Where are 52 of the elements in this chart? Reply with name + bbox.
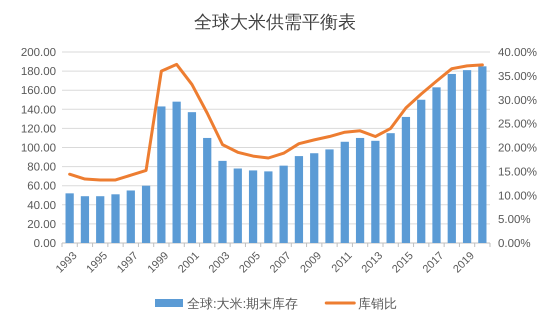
bar (172, 102, 181, 243)
y2-tick-label: 35.00% (498, 70, 538, 83)
bar (340, 142, 349, 243)
y2-tick-label: 30.00% (498, 94, 538, 107)
bar (356, 138, 364, 243)
y2-tick-label: 10.00% (498, 190, 538, 202)
legend-label: 全球:大米:期末库存 (187, 296, 298, 311)
bar (142, 186, 150, 243)
y-tick-label: 40.00 (27, 200, 56, 212)
y2-tick-label: 40.00% (498, 47, 538, 59)
bar (111, 194, 120, 243)
bar (248, 170, 258, 243)
bar (218, 160, 227, 243)
y-tick-label: 100.00 (20, 142, 56, 154)
bar (432, 87, 441, 243)
bar (386, 133, 395, 243)
bar (96, 196, 104, 243)
bar (371, 140, 380, 243)
bar (462, 70, 472, 243)
bar (294, 156, 304, 243)
bar (448, 74, 456, 243)
y2-tick-label: 25.00% (498, 118, 538, 131)
bar (280, 166, 288, 243)
bar (264, 171, 272, 243)
y-tick-label: 0.00 (34, 238, 56, 250)
bar (234, 168, 242, 243)
y2-tick-label: 15.00% (498, 166, 538, 178)
bar (126, 190, 135, 243)
bar (157, 106, 166, 243)
bar (402, 116, 410, 243)
bar (188, 112, 196, 243)
bar (325, 149, 334, 243)
y-tick-label: 160.00 (20, 85, 56, 98)
y-tick-label: 140.00 (20, 104, 56, 116)
line-series (68, 62, 484, 182)
y2-tick-label: 20.00% (498, 142, 538, 154)
y-tick-label: 60.00 (27, 180, 56, 193)
bar (80, 196, 90, 243)
y-tick-label: 200.00 (20, 47, 56, 59)
bar (478, 66, 486, 243)
bar (417, 100, 426, 243)
bar (66, 193, 74, 243)
y-tick-label: 20.00 (27, 218, 56, 231)
bar (310, 153, 318, 243)
chart-title: 全球大米供需平衡表 (194, 12, 356, 32)
y-tick-label: 180.00 (20, 66, 56, 78)
y-tick-label: 80.00 (27, 162, 56, 174)
legend-label: 库销比 (358, 296, 398, 311)
y-tick-label: 120.00 (20, 123, 56, 136)
bar (203, 138, 212, 243)
y2-tick-label: 5.00% (498, 214, 531, 226)
y2-tick-label: 0.00% (498, 238, 531, 250)
